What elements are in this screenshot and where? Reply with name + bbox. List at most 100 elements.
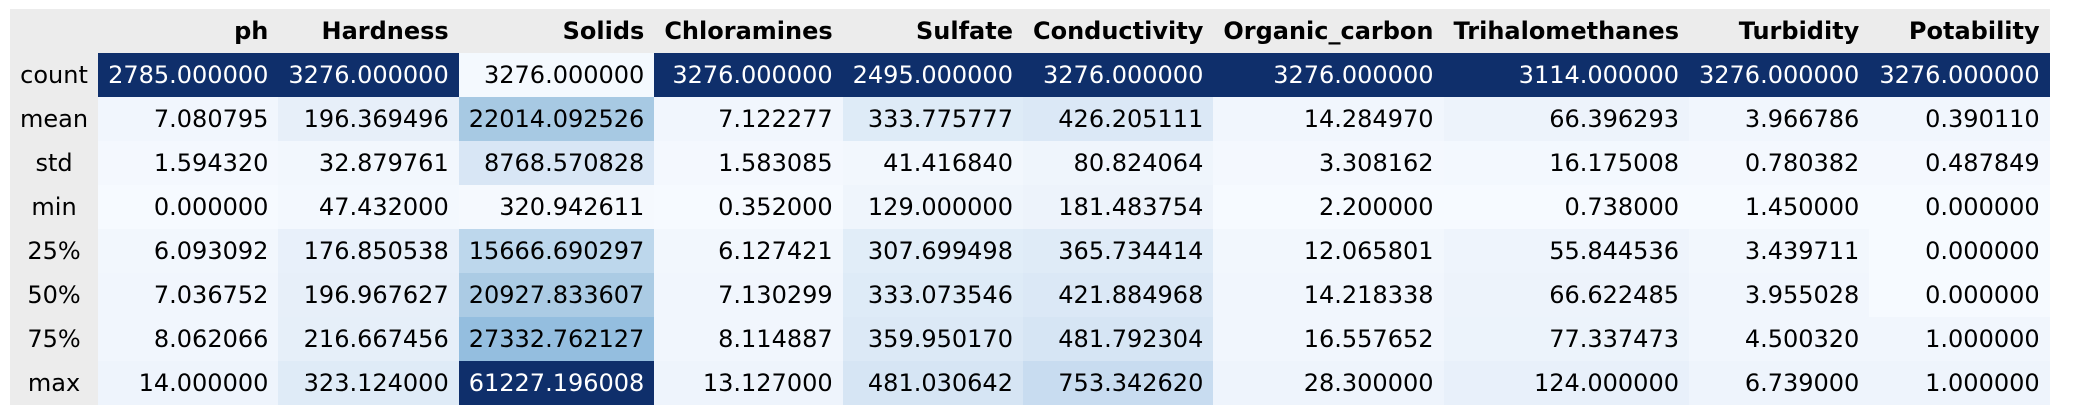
row-label: count [10, 53, 99, 97]
header-potability: Potability [1869, 9, 2050, 53]
table-cell: 6.093092 [98, 229, 279, 273]
header-row: ph Hardness Solids Chloramines Sulfate C… [10, 9, 2050, 53]
table-row: min 0.000000 47.432000 320.942611 0.352000 12… [10, 185, 2050, 229]
table-cell: 80.824064 [1022, 141, 1214, 185]
table-cell: 55.844536 [1443, 229, 1689, 273]
table-row: 25% 6.093092 176.850538 15666.690297 6.12742… [10, 229, 2050, 273]
table-cell: 14.000000 [98, 361, 279, 405]
table-cell: 7.130299 [654, 273, 843, 317]
table-cell: 196.369496 [278, 97, 459, 141]
table-cell: 16.175008 [1443, 141, 1689, 185]
table-cell: 124.000000 [1443, 361, 1689, 405]
table-cell: 307.699498 [842, 229, 1023, 273]
table-cell: 1.000000 [1869, 361, 2050, 405]
table-cell: 6.127421 [654, 229, 843, 273]
table-cell: 2.200000 [1213, 185, 1444, 229]
table-cell: 320.942611 [458, 185, 655, 229]
row-label: 50% [10, 273, 99, 317]
header-corner [10, 9, 99, 53]
table-cell: 8768.570828 [458, 141, 655, 185]
table-cell: 3276.000000 [1022, 53, 1214, 97]
row-label: mean [10, 97, 99, 141]
row-label: min [10, 185, 99, 229]
table-cell: 0.487849 [1869, 141, 2050, 185]
row-label: 75% [10, 317, 99, 361]
table-cell: 0.390110 [1869, 97, 2050, 141]
table-cell: 481.792304 [1022, 317, 1214, 361]
table-cell: 0.000000 [98, 185, 279, 229]
table-cell: 1.583085 [654, 141, 843, 185]
table-row: std 1.594320 32.879761 8768.570828 1.583085 4… [10, 141, 2050, 185]
table-cell: 12.065801 [1213, 229, 1444, 273]
header-chloramines: Chloramines [654, 9, 843, 53]
table-cell: 3.955028 [1689, 273, 1870, 317]
table-cell: 61227.196008 [458, 361, 655, 405]
table-row: max 14.000000 323.124000 61227.196008 13.127… [10, 361, 2050, 405]
table-cell: 0.738000 [1443, 185, 1689, 229]
table-cell: 1.000000 [1869, 317, 2050, 361]
header-turbidity: Turbidity [1689, 9, 1870, 53]
table-cell: 3276.000000 [1689, 53, 1870, 97]
table-cell: 0.000000 [1869, 273, 2050, 317]
table-cell: 66.622485 [1443, 273, 1689, 317]
table-cell: 27332.762127 [458, 317, 655, 361]
table-cell: 421.884968 [1022, 273, 1214, 317]
table-cell: 14.284970 [1213, 97, 1444, 141]
table-cell: 4.500320 [1689, 317, 1870, 361]
table-row: mean 7.080795 196.369496 22014.092526 7.1222… [10, 97, 2050, 141]
header-solids: Solids [458, 9, 655, 53]
table-cell: 47.432000 [278, 185, 459, 229]
table-cell: 323.124000 [278, 361, 459, 405]
table-cell: 3276.000000 [1213, 53, 1444, 97]
table-cell: 129.000000 [842, 185, 1023, 229]
table-cell: 3276.000000 [458, 53, 655, 97]
table-cell: 196.967627 [278, 273, 459, 317]
table-cell: 481.030642 [842, 361, 1023, 405]
header-sulfate: Sulfate [842, 9, 1023, 53]
row-label: max [10, 361, 99, 405]
table-cell: 8.114887 [654, 317, 843, 361]
header-ph: ph [98, 9, 279, 53]
table-cell: 333.775777 [842, 97, 1023, 141]
table-cell: 7.080795 [98, 97, 279, 141]
table-cell: 7.036752 [98, 273, 279, 317]
table-row: 75% 8.062066 216.667456 27332.762127 8.11488… [10, 317, 2050, 361]
table-cell: 216.667456 [278, 317, 459, 361]
table-cell: 14.218338 [1213, 273, 1444, 317]
table-cell: 77.337473 [1443, 317, 1689, 361]
table-cell: 3.439711 [1689, 229, 1870, 273]
row-label: std [10, 141, 99, 185]
table-cell: 8.062066 [98, 317, 279, 361]
table-cell: 426.205111 [1022, 97, 1214, 141]
table-cell: 3.308162 [1213, 141, 1444, 185]
table-cell: 176.850538 [278, 229, 459, 273]
table-cell: 6.739000 [1689, 361, 1870, 405]
table-cell: 3.966786 [1689, 97, 1870, 141]
header-hardness: Hardness [278, 9, 459, 53]
table-body: count 2785.000000 3276.000000 3276.000000 32… [10, 53, 2050, 405]
table-cell: 16.557652 [1213, 317, 1444, 361]
table-cell: 0.000000 [1869, 185, 2050, 229]
table-cell: 0.000000 [1869, 229, 2050, 273]
table-cell: 0.780382 [1689, 141, 1870, 185]
header-conductivity: Conductivity [1022, 9, 1214, 53]
table-cell: 41.416840 [842, 141, 1023, 185]
header-trihalomethanes: Trihalomethanes [1443, 9, 1689, 53]
table-cell: 7.122277 [654, 97, 843, 141]
describe-table: ph Hardness Solids Chloramines Sulfate C… [10, 9, 2050, 405]
table-cell: 753.342620 [1022, 361, 1214, 405]
table-row: count 2785.000000 3276.000000 3276.000000 32… [10, 53, 2050, 97]
table-cell: 3276.000000 [654, 53, 843, 97]
row-label: 25% [10, 229, 99, 273]
table-cell: 0.352000 [654, 185, 843, 229]
table-cell: 2785.000000 [98, 53, 279, 97]
table-cell: 3276.000000 [278, 53, 459, 97]
table-cell: 1.594320 [98, 141, 279, 185]
table-cell: 1.450000 [1689, 185, 1870, 229]
table-cell: 2495.000000 [842, 53, 1023, 97]
table-cell: 15666.690297 [458, 229, 655, 273]
table-cell: 365.734414 [1022, 229, 1214, 273]
table-cell: 22014.092526 [458, 97, 655, 141]
table-cell: 3114.000000 [1443, 53, 1689, 97]
table-cell: 3276.000000 [1869, 53, 2050, 97]
